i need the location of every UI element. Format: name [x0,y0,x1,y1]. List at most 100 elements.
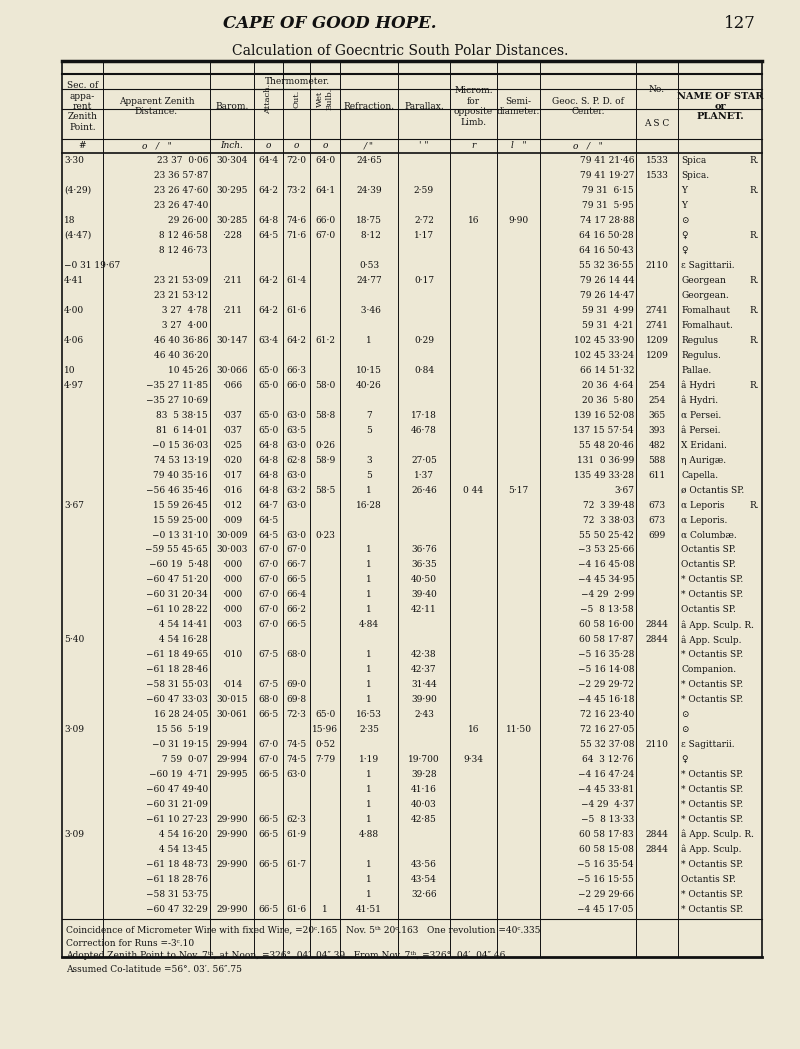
Text: 393: 393 [649,426,666,434]
Text: 66·4: 66·4 [286,591,306,599]
Text: 23 26 47·40: 23 26 47·40 [154,201,208,210]
Text: 67·0: 67·0 [258,620,278,629]
Text: Fomalhaut: Fomalhaut [681,306,730,315]
Text: (4·47): (4·47) [64,231,91,240]
Text: 9·90: 9·90 [509,216,529,224]
Text: R.: R. [750,500,759,510]
Text: −4 29  4·37: −4 29 4·37 [581,800,634,809]
Text: 18·75: 18·75 [356,216,382,224]
Text: 64·5: 64·5 [258,231,278,240]
Text: −59 55 45·65: −59 55 45·65 [146,545,208,555]
Text: 16: 16 [468,725,479,734]
Text: 66·2: 66·2 [286,605,306,615]
Text: 67·0: 67·0 [258,576,278,584]
Text: 1: 1 [366,665,372,675]
Text: 3·67: 3·67 [614,486,634,494]
Text: 8 12 46·73: 8 12 46·73 [157,245,208,255]
Text: 81  6 14·01: 81 6 14·01 [156,426,208,434]
Text: 46 40 36·86: 46 40 36·86 [154,336,208,345]
Text: 63·2: 63·2 [286,486,306,494]
Text: 64·8: 64·8 [258,471,278,479]
Text: −5 16 35·54: −5 16 35·54 [578,860,634,869]
Text: ·066: ·066 [222,381,242,389]
Text: 60 58 17·87: 60 58 17·87 [579,636,634,644]
Text: 61·7: 61·7 [286,860,306,869]
Text: 26·46: 26·46 [411,486,437,494]
Text: ·014: ·014 [222,681,242,689]
Text: 1: 1 [366,486,372,494]
Text: 66·0: 66·0 [315,216,335,224]
Text: #: # [78,142,86,150]
Text: Companion.: Companion. [681,665,736,675]
Text: ·000: ·000 [222,591,242,599]
Text: 74·5: 74·5 [286,755,306,765]
Text: ⊙: ⊙ [681,725,689,734]
Text: 55 32 37·08: 55 32 37·08 [579,741,634,749]
Text: 62·8: 62·8 [286,455,306,465]
Text: 19·700: 19·700 [408,755,440,765]
Text: 3·09: 3·09 [64,830,84,839]
Text: 5·40: 5·40 [64,636,84,644]
Text: 1·17: 1·17 [414,231,434,240]
Text: 1209: 1209 [646,336,669,345]
Text: ·228: ·228 [222,231,242,240]
Text: 482: 482 [649,441,666,450]
Text: 16: 16 [468,216,479,224]
Text: 3·09: 3·09 [64,725,84,734]
Text: 3·46: 3·46 [358,306,381,315]
Text: 30·295: 30·295 [216,186,248,195]
Text: 64·0: 64·0 [315,156,335,165]
Text: −61 18 28·76: −61 18 28·76 [146,875,208,884]
Text: Coincidence of Micrometer Wire with fixed Wire, =20ᶜ.165   Nov. 5ᵗʰ 20ᶜ.163   On: Coincidence of Micrometer Wire with fixe… [66,925,541,935]
Text: −61 18 48·73: −61 18 48·73 [146,860,208,869]
Text: 66·3: 66·3 [286,366,306,374]
Text: −58 31 55·03: −58 31 55·03 [146,681,208,689]
Text: 79 31  5·95: 79 31 5·95 [582,201,634,210]
Text: ♀: ♀ [681,245,688,255]
Text: Thermometer.: Thermometer. [265,77,330,86]
Text: 66·5: 66·5 [286,576,306,584]
Text: ·211: ·211 [222,276,242,285]
Text: 30·015: 30·015 [216,695,248,704]
Text: 1: 1 [366,695,372,704]
Text: 8 12 46·58: 8 12 46·58 [156,231,208,240]
Text: −4 29  2·99: −4 29 2·99 [581,591,634,599]
Text: ε Sagittarii.: ε Sagittarii. [681,261,734,270]
Text: 79 26 14 44: 79 26 14 44 [579,276,634,285]
Text: 1533: 1533 [646,156,669,165]
Text: 0·23: 0·23 [315,531,335,539]
Text: R.: R. [750,381,759,389]
Text: 23 21 53·09: 23 21 53·09 [154,276,208,285]
Text: 254: 254 [648,381,666,389]
Text: α Columbæ.: α Columbæ. [681,531,737,539]
Text: CAPE OF GOOD HOPE.: CAPE OF GOOD HOPE. [223,16,437,33]
Text: −0 31 19·15: −0 31 19·15 [152,741,208,749]
Text: 30·009: 30·009 [216,531,248,539]
Text: 29·990: 29·990 [216,905,248,914]
Text: 15 59 25·00: 15 59 25·00 [153,515,208,524]
Text: o: o [322,142,328,150]
Text: η Aurigæ.: η Aurigæ. [681,455,726,465]
Text: 71·6: 71·6 [286,231,306,240]
Text: 15·96: 15·96 [312,725,338,734]
Text: 139 16 52·08: 139 16 52·08 [574,410,634,420]
Text: 46·78: 46·78 [411,426,437,434]
Text: * Octantis SP.: * Octantis SP. [681,785,743,794]
Text: 29·990: 29·990 [216,830,248,839]
Text: 0·29: 0·29 [414,336,434,345]
Text: −4 16 47·24: −4 16 47·24 [578,770,634,779]
Text: 1: 1 [366,560,372,570]
Text: 3·67: 3·67 [64,500,84,510]
Text: 65·0: 65·0 [258,426,278,434]
Text: Fomalhaut.: Fomalhaut. [681,321,733,329]
Text: 39·90: 39·90 [411,695,437,704]
Text: −4 45 17·05: −4 45 17·05 [578,905,634,914]
Text: 20 36  4·64: 20 36 4·64 [582,381,634,389]
Text: 27·05: 27·05 [411,455,437,465]
Text: 66·7: 66·7 [286,560,306,570]
Text: 673: 673 [649,515,666,524]
Text: o   /   ": o / " [573,142,603,150]
Text: No.: No. [649,85,665,94]
Text: 67·0: 67·0 [258,741,278,749]
Text: −3 53 25·66: −3 53 25·66 [578,545,634,555]
